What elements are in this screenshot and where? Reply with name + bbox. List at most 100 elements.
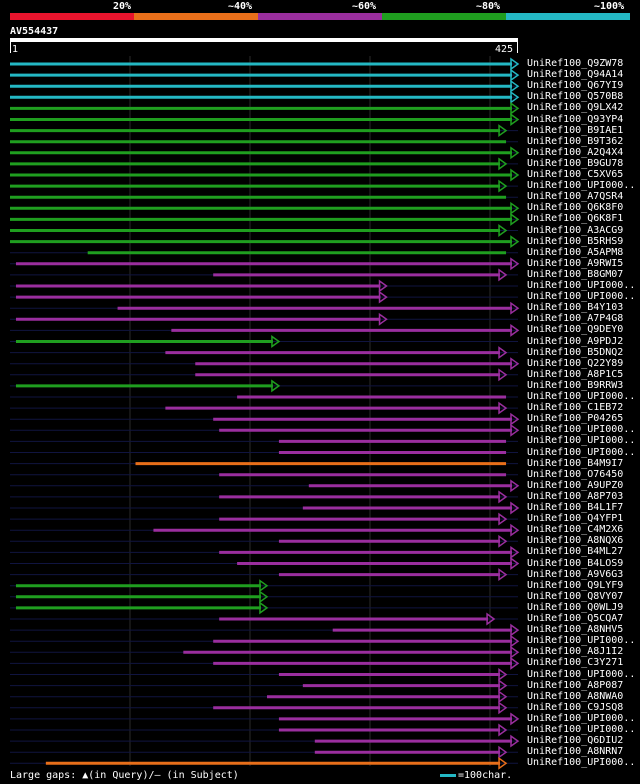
hit-arrow-icon — [486, 612, 496, 626]
hit-label[interactable]: UniRef100_A8NRN7 — [527, 746, 624, 758]
hit-arrow-icon — [271, 335, 281, 348]
hit-arrow-icon — [510, 557, 520, 570]
hit-arrow-icon — [498, 679, 508, 693]
scale-legend: =100char. — [440, 770, 512, 781]
hit-label[interactable]: UniRef100_A5APM8 — [527, 246, 624, 258]
hit-label[interactable]: UniRef100_B4LOS9 — [527, 557, 624, 569]
hit-arrow-icon — [510, 113, 520, 126]
hit-label[interactable]: UniRef100_A3ACG9 — [527, 224, 624, 236]
hit-label[interactable]: UniRef100_UPI000.. — [527, 712, 636, 724]
hit-arrow-icon — [498, 723, 508, 737]
hit-label[interactable]: UniRef100_Q6K8F1 — [527, 213, 624, 225]
hit-arrow-icon — [498, 490, 508, 504]
hit-arrow-icon — [498, 745, 508, 759]
hit-label[interactable]: UniRef100_A8P1C5 — [527, 368, 624, 380]
hit-label[interactable]: UniRef100_Q5CQA7 — [527, 613, 624, 624]
hit-label[interactable]: UniRef100_A8NHV5 — [527, 624, 624, 636]
hit-label[interactable]: UniRef100_B5RHS9 — [527, 235, 624, 247]
hit-label[interactable]: UniRef100_C1EB72 — [527, 402, 624, 414]
hit-label[interactable]: UniRef100_Q93YP4 — [527, 113, 624, 125]
hit-arrow-icon — [378, 279, 388, 293]
legend-label-100: ~100% — [594, 1, 625, 12]
hit-arrow-icon — [510, 545, 520, 559]
hit-label[interactable]: UniRef100_A8P087 — [527, 679, 624, 691]
hit-label[interactable]: UniRef100_A7P4G8 — [527, 313, 624, 325]
hit-label[interactable]: UniRef100_C5XV65 — [527, 169, 624, 180]
hit-arrow-icon — [498, 224, 508, 237]
hit-label[interactable]: UniRef100_Q0WLJ9 — [527, 601, 624, 613]
hit-label[interactable]: UniRef100_B4ML27 — [527, 546, 624, 558]
hit-label[interactable]: UniRef100_Q9ZW78 — [527, 58, 624, 69]
hit-label[interactable]: UniRef100_Q67YI9 — [527, 80, 624, 92]
hit-label[interactable]: UniRef100_A2Q4X4 — [527, 146, 624, 158]
hit-label[interactable]: UniRef100_Q9LYF9 — [527, 579, 624, 591]
hit-label[interactable]: UniRef100_B4Y103 — [527, 302, 624, 314]
hit-label[interactable]: UniRef100_B5DNQ2 — [527, 346, 624, 358]
hit-label[interactable]: UniRef100_A7QSR4 — [527, 191, 624, 203]
hit-arrow-icon — [510, 235, 520, 249]
scale-swatch — [440, 773, 456, 777]
ruler-tick-end — [517, 41, 518, 53]
hit-label[interactable]: UniRef100_UPI000.. — [527, 635, 636, 647]
hit-arrow-icon — [378, 312, 388, 326]
hit-arrow-icon — [510, 357, 520, 371]
legend-label-80: ~80% — [476, 1, 501, 12]
hit-label[interactable]: UniRef100_A8NQX6 — [527, 535, 624, 547]
hit-label[interactable]: UniRef100_Q8VY07 — [527, 590, 624, 602]
hit-arrow-icon — [510, 90, 520, 104]
hit-label[interactable]: UniRef100_UPI000.. — [527, 280, 636, 291]
hit-arrow-icon — [510, 645, 520, 659]
hit-arrow-icon — [510, 623, 520, 637]
hit-label[interactable]: UniRef100_A8P703 — [527, 490, 624, 502]
hit-arrow-icon — [510, 734, 520, 748]
hit-label[interactable]: UniRef100_Q9LX42 — [527, 102, 624, 114]
hit-label[interactable]: UniRef100_UPI000.. — [527, 435, 636, 447]
hit-label[interactable]: UniRef100_UPI000.. — [527, 757, 636, 769]
hit-label[interactable]: UniRef100_O76450 — [527, 468, 624, 480]
hit-label[interactable]: UniRef100_Q4YFP1 — [527, 513, 624, 525]
hit-label[interactable]: UniRef100_A8NWA0 — [527, 690, 624, 702]
hit-label[interactable]: UniRef100_UPI000.. — [527, 668, 636, 680]
hit-label[interactable]: UniRef100_P04265 — [527, 413, 624, 425]
hit-label[interactable]: UniRef100_Q9DEY0 — [527, 324, 624, 336]
hit-label[interactable]: UniRef100_A9V6G3 — [527, 568, 624, 580]
hit-label[interactable]: UniRef100_Q22Y89 — [527, 357, 624, 369]
hit-arrow-icon — [498, 756, 508, 770]
hit-label[interactable]: UniRef100_UPI000.. — [527, 180, 636, 192]
hit-label[interactable]: UniRef100_B4M9I7 — [527, 457, 624, 469]
legend-segment — [506, 13, 630, 20]
hit-label[interactable]: UniRef100_A9PDJ2 — [527, 335, 624, 347]
hit-label[interactable]: UniRef100_B4L1F7 — [527, 502, 624, 513]
hit-label[interactable]: UniRef100_C9JSQ8 — [527, 701, 624, 713]
hit-label[interactable]: UniRef100_B9IAE1 — [527, 124, 624, 136]
scale-legend-text: =100char. — [458, 770, 513, 781]
hit-arrow-icon — [498, 668, 508, 681]
hit-label[interactable]: UniRef100_UPI000.. — [527, 446, 636, 458]
hit-label[interactable]: UniRef100_A8J1I2 — [527, 646, 624, 658]
hit-label[interactable]: UniRef100_Q6K8F0 — [527, 202, 624, 214]
hit-label[interactable]: UniRef100_UPI000.. — [527, 391, 636, 402]
hit-arrow-icon — [498, 512, 508, 526]
hit-label[interactable]: UniRef100_UPI000.. — [527, 724, 636, 735]
hit-arrow-icon — [510, 412, 520, 426]
hit-label[interactable]: UniRef100_B9T362 — [527, 135, 624, 147]
hit-label[interactable]: UniRef100_Q6DIU2 — [527, 735, 624, 747]
hit-label[interactable]: UniRef100_C4M2X6 — [527, 524, 624, 536]
legend-label-60: ~60% — [352, 1, 377, 12]
hit-arrow-icon — [510, 68, 520, 82]
hit-label[interactable]: UniRef100_UPI000.. — [527, 424, 636, 436]
hit-label[interactable]: UniRef100_Q570B8 — [527, 91, 624, 103]
hit-label[interactable]: UniRef100_UPI000.. — [527, 291, 636, 303]
hit-label[interactable]: UniRef100_C3Y271 — [527, 657, 624, 669]
hit-label[interactable]: UniRef100_Q94A14 — [527, 69, 624, 81]
hit-label[interactable]: UniRef100_A9UPZ0 — [527, 479, 624, 491]
legend-segment — [10, 13, 134, 20]
hit-label[interactable]: UniRef100_B9RRW3 — [527, 379, 624, 391]
hit-label[interactable]: UniRef100_B8GM07 — [527, 268, 624, 280]
hit-arrow-icon — [510, 79, 520, 93]
hit-label[interactable]: UniRef100_A9RWI5 — [527, 257, 624, 269]
hit-label[interactable]: UniRef100_B9GU78 — [527, 157, 624, 169]
hit-arrow-icon — [259, 601, 269, 615]
query-name: AV554437 — [10, 26, 59, 37]
hit-arrow-icon — [510, 423, 520, 437]
